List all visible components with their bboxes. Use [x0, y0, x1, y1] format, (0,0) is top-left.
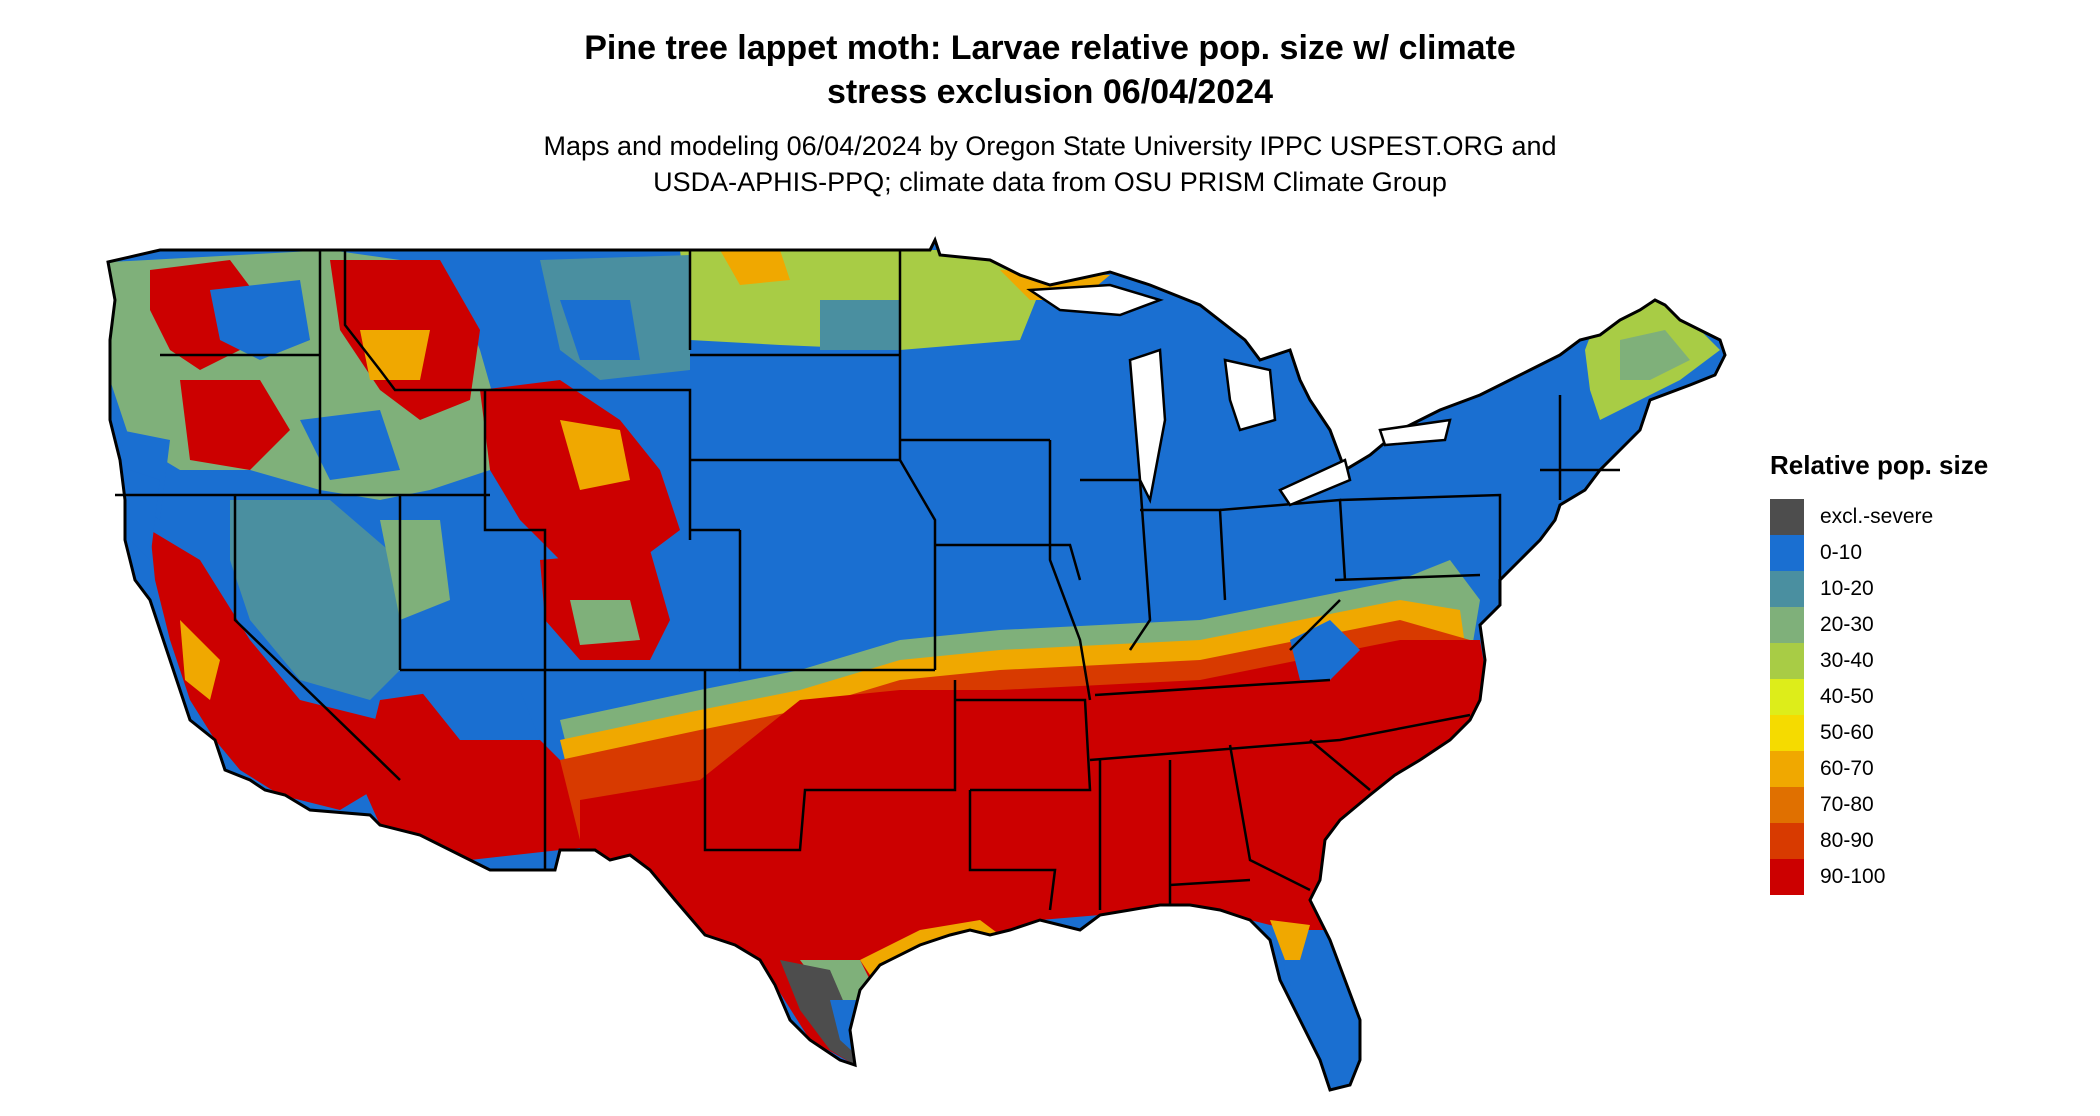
border-la: [968, 790, 1057, 911]
legend-title: Relative pop. size: [1770, 450, 1989, 480]
legend-swatch: [1770, 751, 1804, 787]
border-ar: [955, 698, 1092, 792]
legend-label: 80-90: [1820, 829, 1874, 852]
region-arizona-blue: [420, 690, 540, 740]
legend-swatch: [1770, 571, 1804, 607]
region-maine-green: [1620, 330, 1690, 380]
region-nd-orange: [720, 250, 790, 285]
legend-item: 30-40: [1770, 643, 2070, 679]
border-co-ks: [738, 530, 935, 672]
legend-swatch: [1770, 499, 1804, 535]
border-wi-il: [1048, 440, 1092, 701]
border-mn-ia: [898, 250, 937, 670]
border-sc-nc: [1309, 739, 1371, 791]
lake-michigan: [1128, 348, 1167, 504]
map-title-line1: Pine tree lappet moth: Larvae relative p…: [584, 29, 1516, 67]
legend-swatch: [1770, 643, 1804, 679]
lake-ontario: [1378, 418, 1452, 447]
border-ia-mo: [935, 543, 1082, 581]
map-subtitle-line1: Maps and modeling 06/04/2024 by Oregon S…: [543, 131, 1557, 161]
legend-item: 10-20: [1770, 571, 2070, 607]
legend-label: 0-10: [1820, 541, 1863, 564]
border-wyoming: [485, 388, 692, 540]
border-al-fl: [1169, 878, 1251, 887]
region-florida-orange: [1270, 920, 1310, 960]
border-pa-ny: [1339, 493, 1502, 580]
legend-item: 20-30: [1770, 607, 2070, 643]
region-california-red: [150, 530, 390, 810]
map-subtitle: Maps and modeling 06/04/2024 by Oregon S…: [0, 128, 2100, 200]
map-title-line2: stress exclusion 06/04/2024: [826, 73, 1274, 111]
region-appalachia-blue: [1290, 620, 1360, 680]
legend-item: 90-100: [1770, 859, 2070, 895]
region-wyoming-orange: [560, 420, 630, 490]
border-tn-north: [1094, 678, 1331, 697]
legend-label: 90-100: [1820, 865, 1886, 888]
region-washington-blue: [210, 280, 310, 360]
legend-item: 60-70: [1770, 751, 2070, 787]
map-subtitle-line2: USDA-APHIS-PPQ; climate data from OSU PR…: [653, 167, 1447, 197]
region-california-orange: [180, 620, 220, 700]
border-idaho-montana: [343, 250, 485, 392]
legend-swatch: [1770, 823, 1804, 859]
legend-label: 40-50: [1820, 685, 1874, 708]
lake-superior: [1026, 283, 1164, 317]
legend: Relative pop. size excl.-severe 0-10 10-20…: [1770, 450, 2070, 895]
lake-huron: [1223, 358, 1277, 432]
border-ga-fl: [1228, 744, 1311, 892]
legend-item: 80-90: [1770, 823, 2070, 859]
region-idaho-orange: [360, 330, 430, 380]
legend-item: 40-50: [1770, 679, 2070, 715]
region-nevada-teal: [230, 500, 400, 700]
region-montana-blue: [560, 300, 640, 360]
legend-label: 30-40: [1820, 649, 1874, 672]
map-title: Pine tree lappet moth: Larvae relative p…: [0, 26, 2100, 114]
legend-label: 70-80: [1820, 793, 1874, 816]
legend-swatch: [1770, 859, 1804, 895]
legend-swatch: [1770, 787, 1804, 823]
legend-items: excl.-severe 0-10 10-20 20-30 30-40 40-50 50-6…: [1770, 499, 2070, 895]
us-outline: [106, 236, 1727, 1092]
region-utah-green: [380, 520, 450, 620]
legend-swatch: [1770, 535, 1804, 571]
border-az-nm: [400, 668, 547, 870]
legend-item: excl.-severe: [1770, 499, 2070, 535]
legend-swatch: [1770, 715, 1804, 751]
border-il-in: [1080, 478, 1152, 651]
border-tn-south: [1089, 713, 1471, 762]
legend-label: 20-30: [1820, 613, 1874, 636]
state-borders: [115, 250, 1620, 911]
border-wv: [1289, 599, 1341, 651]
legend-swatch: [1770, 679, 1804, 715]
region-colorado-green: [570, 600, 640, 645]
border-md: [1334, 573, 1481, 582]
legend-item: 50-60: [1770, 715, 2070, 751]
lake-erie: [1278, 458, 1352, 507]
border-ok-tx: [703, 670, 957, 852]
legend-item: 0-10: [1770, 535, 2070, 571]
great-lakes: [1026, 283, 1452, 507]
legend-label: excl.-severe: [1820, 505, 1934, 528]
border-ut-co: [483, 390, 740, 672]
legend-label: 60-70: [1820, 757, 1874, 780]
border-ca-nv: [233, 495, 401, 781]
legend-item: 70-80: [1770, 787, 2070, 823]
legend-label: 50-60: [1820, 721, 1874, 744]
legend-label: 10-20: [1820, 577, 1874, 600]
region-oregon-blue: [300, 410, 400, 480]
region-nd-teal: [820, 300, 900, 350]
region-ca-coast-blue: [130, 470, 160, 560]
legend-swatch: [1770, 607, 1804, 643]
region-oregon-red: [180, 380, 290, 470]
